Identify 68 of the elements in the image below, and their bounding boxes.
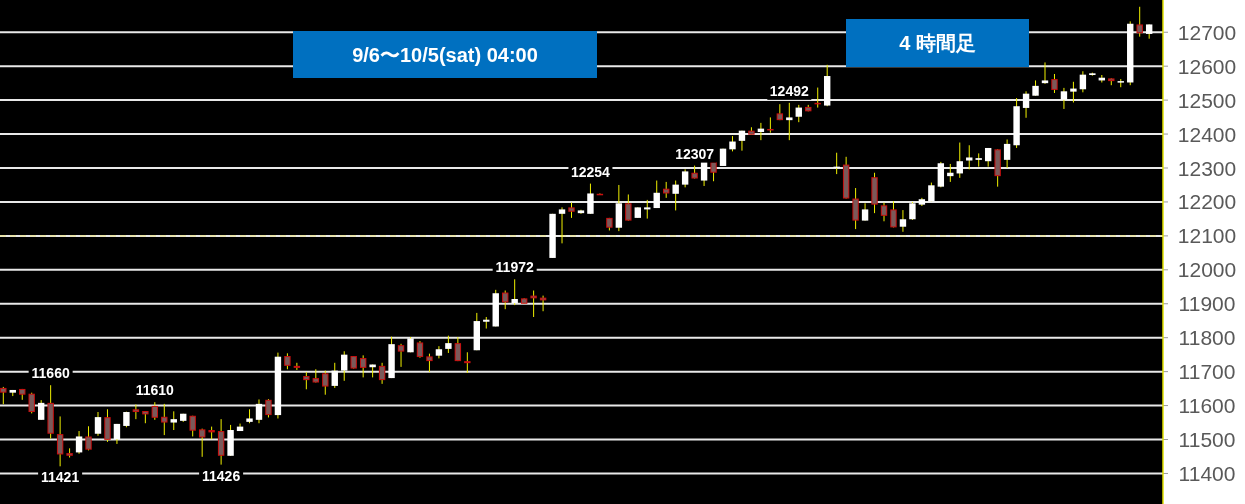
y-tick-label: 12600	[1177, 54, 1237, 78]
candlestick	[341, 350, 348, 382]
candlestick	[937, 161, 945, 188]
y-tick-label: 12400	[1177, 122, 1237, 146]
candlestick	[644, 199, 651, 220]
candlestick	[966, 144, 973, 170]
candlestick	[464, 351, 471, 374]
candlestick	[852, 187, 859, 230]
candlestick	[454, 336, 462, 362]
candlestick	[322, 370, 329, 396]
annotation: 11421	[41, 469, 80, 486]
candlestick	[1079, 70, 1087, 93]
candlestick	[132, 404, 140, 420]
y-tick-label: 12500	[1177, 88, 1237, 112]
candlestick	[75, 430, 83, 455]
y-tick-label: 12200	[1177, 190, 1237, 214]
text: 9/6〜10/5(sat) 04:00	[352, 43, 538, 66]
y-tick-label: 12000	[1177, 258, 1237, 282]
y-tick-label: 12300	[1177, 156, 1237, 180]
candlestick	[1041, 61, 1049, 85]
candlestick	[786, 102, 793, 141]
y-tick-label: 11700	[1178, 360, 1236, 384]
candlestick	[880, 202, 888, 222]
candlestick	[956, 142, 963, 179]
y-tick-label: 11600	[1178, 394, 1236, 418]
candlestick	[511, 278, 518, 306]
annotation: 11610	[135, 382, 175, 399]
candlestick	[1003, 138, 1011, 169]
y-tick-label: 11800	[1178, 326, 1236, 350]
candlestick	[94, 411, 102, 437]
y-tick-label: 12100	[1177, 224, 1237, 248]
candlestick	[890, 200, 897, 228]
y-tick-label: 11400	[1178, 461, 1236, 485]
candlestick	[85, 425, 92, 451]
candlestick	[899, 209, 907, 233]
candlestick	[426, 353, 433, 373]
candlestick	[161, 403, 168, 436]
candlestick	[397, 343, 405, 368]
candlestick	[625, 193, 632, 222]
annotation: 11660	[31, 365, 70, 382]
candlestick	[170, 410, 177, 431]
candlestick	[672, 180, 679, 211]
candlestick	[587, 183, 594, 215]
annotation: 11972	[495, 259, 534, 276]
candlestick	[975, 152, 982, 168]
annotation: 11426	[202, 467, 241, 484]
y-tick-label: 11900	[1178, 292, 1236, 316]
candlestick	[1136, 6, 1143, 38]
text: 4 時間足	[899, 32, 976, 54]
candlestick	[558, 206, 566, 244]
annotation: 12492	[769, 82, 809, 99]
annotation: 12307	[675, 145, 715, 162]
candlestick	[1060, 87, 1068, 110]
candlestick	[265, 398, 272, 418]
y-tick-label: 11500	[1178, 428, 1236, 452]
candlestick	[255, 398, 263, 424]
candlestick	[653, 180, 660, 209]
candlestick	[331, 362, 338, 389]
candlestick	[293, 362, 301, 371]
y-tick-label: 12700	[1177, 20, 1237, 44]
candlestick	[1070, 81, 1077, 103]
candlestick	[104, 408, 111, 443]
candlestick	[37, 399, 45, 421]
candlestick	[359, 354, 367, 378]
candlestick	[217, 418, 225, 466]
annotation: 12254	[570, 163, 611, 180]
candlestick	[1051, 73, 1058, 94]
candlestick	[1022, 90, 1030, 119]
